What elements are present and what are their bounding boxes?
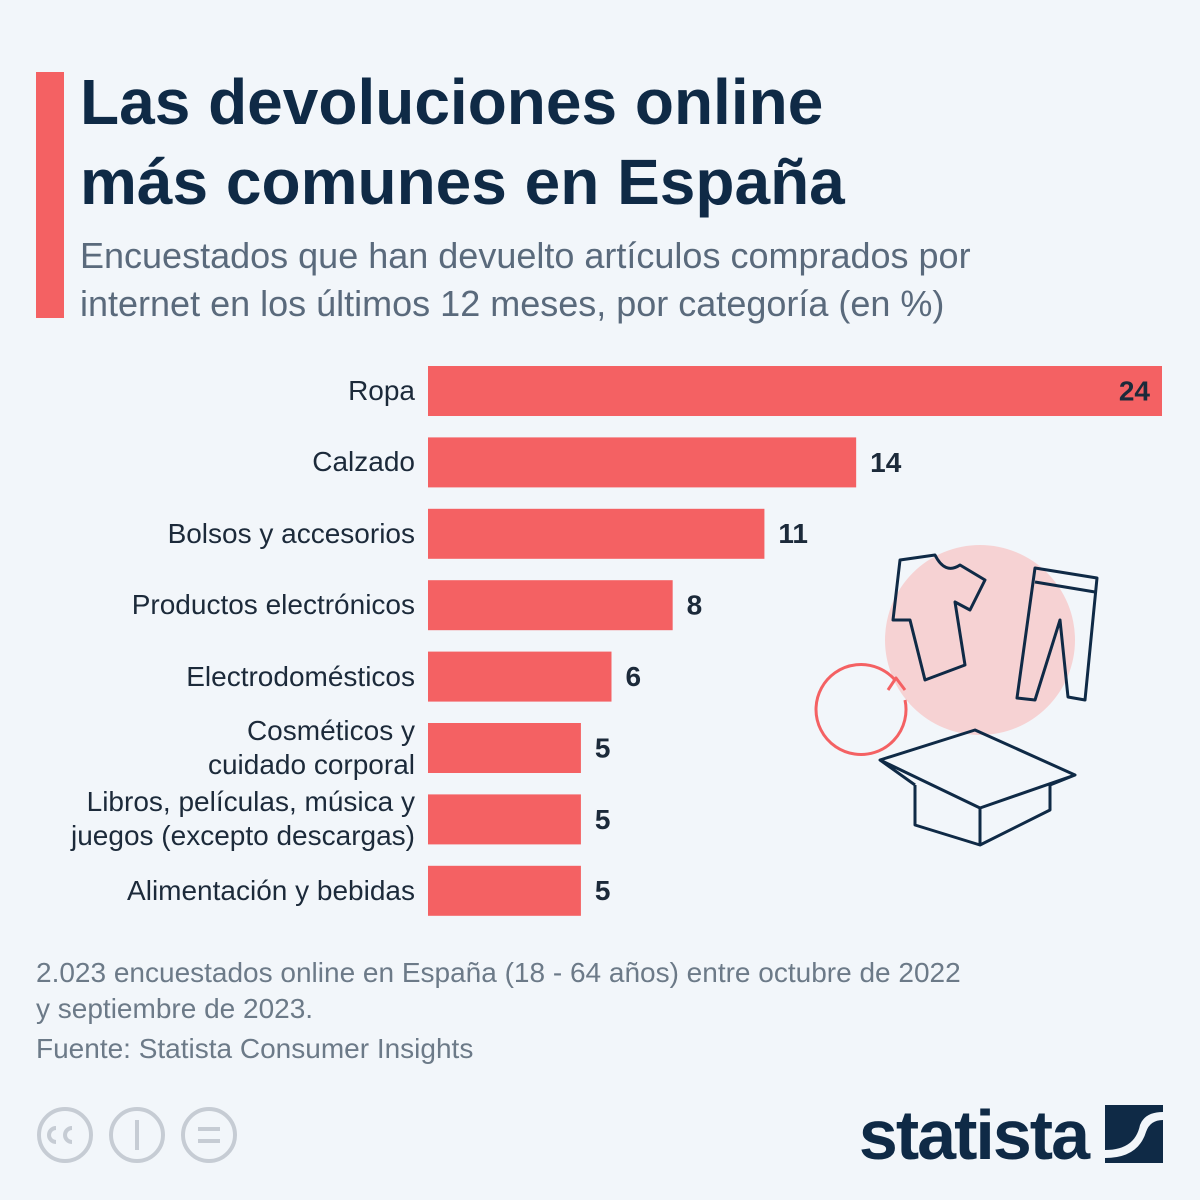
chart-subtitle: Encuestados que han devuelto artículos c… [80,235,971,324]
bar [428,794,581,845]
category-label: Productos electrónicos [131,589,415,621]
bar [428,366,1162,416]
category-label: Bolsos y accesorios [167,517,415,549]
illustration [814,545,1099,847]
category-label: Alimentación y bebidas [127,874,415,906]
title-accent [36,72,64,318]
value-label: 5 [595,875,611,906]
value-label: 6 [626,661,642,692]
bar [428,651,612,702]
value-label: 5 [595,804,611,835]
brand-logo: statista [858,1096,1090,1174]
license-icons [37,1107,237,1163]
bar [428,437,857,488]
category-label: Cosméticos y cuidado corporal [207,715,415,780]
category-label: Libros, películas, música y juegos (exce… [71,786,415,852]
value-label: 5 [595,732,611,763]
source: Fuente: Statista Consumer Insights [36,1033,474,1064]
footnote: 2.023 encuestados online en España (18 -… [36,957,961,1024]
category-label: Calzado [312,446,415,478]
value-label: 8 [687,590,703,621]
brand-mark [1105,1105,1163,1163]
bar [428,508,765,559]
bar [428,723,581,773]
value-label: 14 [870,447,902,478]
value-label: 24 [1119,375,1151,406]
category-label: Ropa [348,375,415,406]
chart-title: Las devoluciones online más comunes en E… [80,66,845,218]
value-label: 11 [778,518,808,549]
category-label: Electrodomésticos [186,660,415,692]
bar [428,580,673,631]
bar [428,865,581,916]
